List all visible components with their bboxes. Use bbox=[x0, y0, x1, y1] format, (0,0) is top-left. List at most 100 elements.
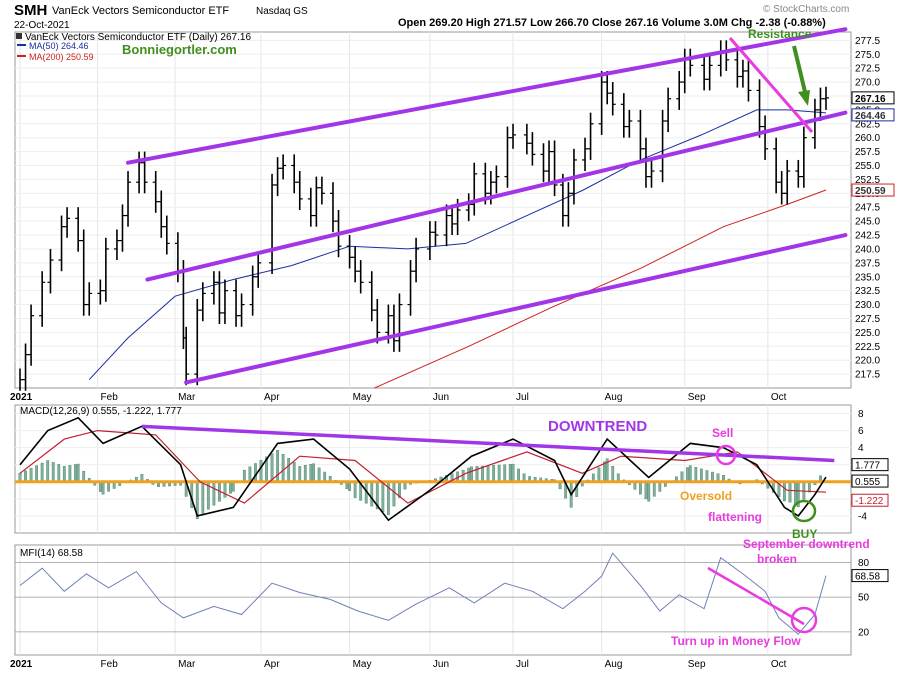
mfi-tick-label: 50 bbox=[858, 593, 870, 604]
macd-histogram-bar bbox=[597, 467, 601, 482]
september-downtrend-label: September downtrend bbox=[743, 537, 870, 551]
price-tick-label: 220.0 bbox=[855, 356, 880, 367]
mfi-panel-title: MFI(14) 68.58 bbox=[20, 548, 83, 559]
price-y-axis: 217.5 220.0 222.5 225.0 227.5 230.0 232.5 235.0… bbox=[855, 36, 880, 381]
resistance-arrow-head bbox=[798, 90, 810, 106]
mfi-panel-frame bbox=[14, 544, 852, 656]
ma50-legend-swatch bbox=[17, 44, 26, 46]
price-tick-label: 260.0 bbox=[855, 133, 880, 144]
price-tick-label: 262.5 bbox=[855, 119, 880, 130]
ma50-layer bbox=[88, 109, 827, 381]
macd-panel-title: MACD(12,26,9) 0.555, -1.222, 1.777 bbox=[20, 406, 182, 417]
macd-histogram-bar bbox=[688, 465, 692, 483]
macd-badge-box bbox=[851, 474, 889, 488]
macd-tick-label: 6 bbox=[858, 426, 864, 437]
price-bars bbox=[19, 40, 829, 391]
macd-value-badges: 1.777 0.555 -1.222 bbox=[851, 458, 889, 507]
macd-histogram-bar bbox=[497, 464, 501, 482]
price-x-label: Sep bbox=[688, 392, 706, 403]
buy-label: BUY bbox=[792, 527, 817, 541]
broken-label: broken bbox=[757, 552, 797, 566]
macd-lines bbox=[15, 416, 851, 522]
macd-histogram-bar bbox=[517, 468, 520, 483]
resistance-label: Resistance bbox=[748, 27, 812, 41]
price-x-axis: 2021 Feb Mar Apr May Jun Jul Aug Sep Oct bbox=[10, 392, 787, 403]
macd-panel-frame bbox=[14, 404, 852, 534]
exchange: Nasdaq GS bbox=[256, 6, 308, 17]
ma200-legend: MA(200) 250.59 bbox=[29, 52, 94, 62]
macd-histogram-bar bbox=[62, 466, 66, 483]
macd-histogram-bar bbox=[46, 460, 50, 483]
mfi-y-axis: 20 50 80 bbox=[858, 558, 870, 638]
macd-histogram-bar bbox=[794, 481, 797, 506]
macd-histogram-bar bbox=[309, 464, 313, 482]
mfi-value-badges: 68.58 bbox=[851, 569, 889, 583]
price-tick-label: 242.5 bbox=[855, 231, 880, 242]
macd-histogram-bar bbox=[281, 454, 285, 482]
macd-histogram-bar bbox=[686, 467, 689, 482]
macd-histogram-bar bbox=[82, 470, 86, 482]
macd-histogram-bar bbox=[292, 462, 296, 482]
macd-histogram-bar bbox=[223, 481, 227, 498]
macd-signal-line bbox=[19, 429, 827, 504]
macd-histogram-bar bbox=[652, 481, 656, 497]
price-tick-label: 222.5 bbox=[855, 342, 880, 353]
downtrend-label: DOWNTREND bbox=[548, 418, 647, 435]
bottom-x-label: Mar bbox=[178, 659, 196, 670]
macd-badge-box bbox=[851, 493, 889, 507]
ohlc-readout: Open 269.20 High 271.57 Low 266.70 Close… bbox=[398, 17, 826, 29]
mfi-line-layer bbox=[19, 552, 827, 635]
bottom-x-label: Jun bbox=[433, 659, 449, 670]
macd-histogram-bar bbox=[254, 463, 257, 483]
mfi-line bbox=[19, 552, 827, 635]
macd-value-badge: -1.222 bbox=[855, 496, 884, 507]
macd-histogram-bar bbox=[68, 465, 72, 482]
price-tick-label: 272.5 bbox=[855, 64, 880, 75]
bottom-x-label: Jul bbox=[516, 659, 529, 670]
macd-downtrend-line bbox=[141, 424, 835, 463]
macd-histogram-bar bbox=[783, 481, 786, 502]
macd-tick-label: 4 bbox=[858, 443, 864, 454]
security-name: VanEck Vectors Semiconductor ETF bbox=[52, 5, 229, 17]
sell-label: Sell bbox=[712, 426, 733, 440]
macd-histogram-bar bbox=[287, 458, 291, 482]
price-tick-label: 275.0 bbox=[855, 50, 880, 61]
macd-histogram-bar bbox=[381, 481, 385, 512]
macd-histogram-bar bbox=[461, 469, 465, 483]
macd-histogram-bar bbox=[680, 471, 684, 483]
macd-histogram-bar bbox=[694, 467, 698, 483]
buy-circle bbox=[791, 499, 817, 523]
macd-histogram-bar bbox=[370, 481, 374, 507]
ma200-legend-swatch bbox=[17, 55, 26, 57]
macd-histogram-bar bbox=[467, 467, 471, 482]
last-price-badge-box bbox=[851, 91, 895, 105]
macd-value-badge: 1.777 bbox=[855, 461, 880, 472]
macd-histogram-bar bbox=[57, 464, 61, 483]
macd-histogram-bar bbox=[317, 467, 321, 482]
macd-histogram-bar bbox=[101, 481, 105, 495]
macd-histogram-bar bbox=[35, 465, 39, 483]
macd-line bbox=[19, 416, 827, 522]
price-x-label: Mar bbox=[178, 392, 196, 403]
macd-histogram-bar bbox=[270, 453, 274, 482]
price-value-badges: 267.16 264.46 250.59 bbox=[851, 91, 895, 197]
ma200-badge-box bbox=[851, 183, 895, 197]
resistance-downtrend-line bbox=[728, 37, 814, 133]
bottom-x-label: May bbox=[353, 659, 372, 670]
mfi-turn-circle bbox=[790, 606, 818, 634]
price-tick-label: 230.0 bbox=[855, 300, 880, 311]
bottom-x-label: Apr bbox=[264, 659, 280, 670]
macd-value-badge: 0.555 bbox=[855, 477, 880, 488]
mfi-tick-label: 20 bbox=[858, 627, 870, 638]
price-x-label: Oct bbox=[771, 392, 787, 403]
macd-histogram-bar bbox=[647, 481, 651, 502]
price-tick-label: 255.0 bbox=[855, 161, 880, 172]
site-annotation: Bonniegortler.com bbox=[122, 42, 237, 57]
price-tick-label: 247.5 bbox=[855, 203, 880, 214]
macd-histogram bbox=[18, 450, 822, 520]
macd-histogram-bar bbox=[201, 481, 205, 514]
chart-date: 22-Oct-2021 bbox=[14, 20, 70, 31]
macd-histogram-bar bbox=[312, 463, 315, 482]
macd-histogram-bar bbox=[51, 462, 55, 483]
